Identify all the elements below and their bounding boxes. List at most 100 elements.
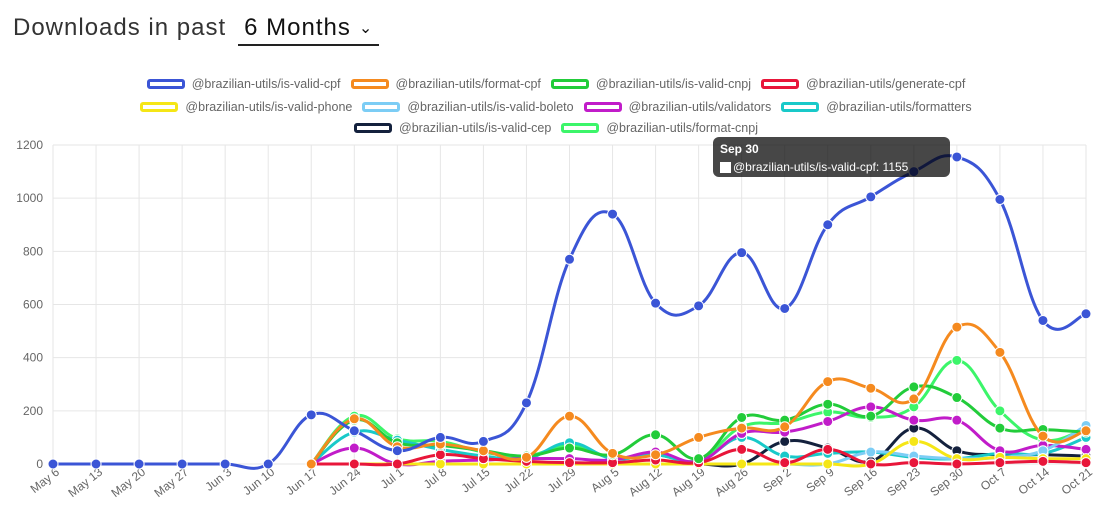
data-point-is-valid-cpf[interactable] (434, 431, 446, 443)
data-point-is-valid-cnpj[interactable] (822, 398, 834, 410)
legend-item[interactable]: @brazilian-utils/validators (583, 100, 771, 114)
data-point-format-cpf[interactable] (908, 393, 920, 405)
legend-label: @brazilian-utils/is-valid-phone (185, 100, 353, 114)
data-point-format-cpf[interactable] (1080, 425, 1092, 437)
data-point-is-valid-cnpj[interactable] (650, 429, 662, 441)
legend-label: @brazilian-utils/is-valid-cnpj (595, 77, 752, 91)
data-point-generate-cpf[interactable] (1080, 457, 1092, 469)
data-point-is-valid-cpf[interactable] (391, 445, 403, 457)
data-point-format-cpf[interactable] (1037, 430, 1049, 442)
data-point-is-valid-cpf[interactable] (176, 458, 188, 470)
period-dropdown[interactable]: 6 Months ⌄ (238, 14, 380, 46)
data-point-format-cpf[interactable] (822, 376, 834, 388)
data-point-format-cpf[interactable] (951, 321, 963, 333)
data-point-is-valid-cpf[interactable] (90, 458, 102, 470)
x-tick-label: Sep 2 (760, 465, 794, 496)
data-point-format-cpf[interactable] (736, 422, 748, 434)
legend-item[interactable]: @brazilian-utils/is-valid-cpf (146, 77, 341, 91)
legend-item[interactable]: @brazilian-utils/is-valid-boleto (362, 100, 574, 114)
data-point-is-valid-cpf[interactable] (262, 458, 274, 470)
legend-item[interactable]: @brazilian-utils/format-cnpj (561, 121, 758, 135)
data-point-format-cpf[interactable] (779, 421, 791, 433)
data-point-is-valid-cnpj[interactable] (865, 410, 877, 422)
data-point-is-valid-cpf[interactable] (607, 208, 619, 220)
data-point-is-valid-cpf[interactable] (1037, 314, 1049, 326)
data-point-is-valid-cep[interactable] (779, 435, 791, 447)
data-point-generate-cpf[interactable] (736, 443, 748, 455)
legend-row: @brazilian-utils/is-valid-cpf @brazilian-… (0, 77, 1112, 91)
data-point-is-valid-cnpj[interactable] (908, 381, 920, 393)
data-point-is-valid-cnpj[interactable] (951, 392, 963, 404)
data-point-validators[interactable] (1080, 443, 1092, 455)
data-point-is-valid-cpf[interactable] (305, 409, 317, 421)
data-point-generate-cpf[interactable] (1037, 455, 1049, 467)
data-point-validators[interactable] (865, 401, 877, 413)
data-point-format-cpf[interactable] (607, 447, 619, 459)
data-point-is-valid-cpf[interactable] (520, 397, 532, 409)
data-point-is-valid-cnpj[interactable] (994, 422, 1006, 434)
data-point-format-cpf[interactable] (865, 382, 877, 394)
x-tick-label: May 13 (65, 465, 105, 500)
legend-item[interactable]: @brazilian-utils/is-valid-cnpj (550, 77, 752, 91)
x-tick-label: Sep 23 (884, 465, 923, 500)
data-point-generate-cpf[interactable] (779, 457, 791, 469)
data-point-is-valid-cpf[interactable] (650, 297, 662, 309)
data-point-format-cpf[interactable] (564, 410, 575, 422)
data-point-is-valid-cnpj[interactable] (693, 453, 705, 465)
data-point-generate-cpf[interactable] (994, 457, 1006, 469)
page-title: Downloads in past (13, 14, 227, 41)
legend-swatch (781, 102, 820, 112)
data-point-is-valid-cpf[interactable] (564, 253, 575, 265)
data-point-is-valid-cpf[interactable] (47, 458, 59, 470)
x-tick-label: Jul 8 (421, 465, 450, 492)
data-point-is-valid-cpf[interactable] (736, 247, 748, 259)
data-point-format-cpf[interactable] (305, 458, 317, 470)
data-point-validators[interactable] (348, 442, 360, 454)
data-point-generate-cpf[interactable] (391, 458, 403, 470)
legend-item[interactable]: @brazilian-utils/formatters (781, 100, 972, 114)
legend-item[interactable]: @brazilian-utils/is-valid-cep (354, 121, 551, 135)
data-point-format-cnpj[interactable] (994, 405, 1006, 417)
x-tick-label: Jul 1 (378, 465, 407, 492)
data-point-is-valid-cnpj[interactable] (736, 411, 748, 423)
legend-item[interactable]: @brazilian-utils/generate-cpf (761, 77, 965, 91)
data-point-is-valid-cpf[interactable] (865, 191, 877, 203)
data-point-format-cnpj[interactable] (951, 354, 963, 366)
data-point-is-valid-phone[interactable] (434, 458, 446, 470)
data-point-format-cpf[interactable] (477, 445, 489, 457)
data-point-is-valid-cpf[interactable] (779, 302, 791, 314)
x-tick-label: May 27 (152, 465, 192, 500)
data-point-validators[interactable] (908, 414, 920, 426)
data-point-validators[interactable] (822, 415, 834, 427)
data-point-is-valid-cpf[interactable] (822, 219, 834, 231)
data-point-generate-cpf[interactable] (434, 449, 446, 461)
legend-item[interactable]: @brazilian-utils/is-valid-phone (140, 100, 352, 114)
data-point-is-valid-cpf[interactable] (1080, 308, 1092, 320)
data-point-is-valid-cpf[interactable] (348, 425, 360, 437)
legend-item[interactable]: @brazilian-utils/format-cpf (350, 77, 541, 91)
data-point-is-valid-cpf[interactable] (693, 300, 705, 312)
data-point-is-valid-phone[interactable] (736, 458, 748, 470)
data-point-is-valid-cpf[interactable] (994, 193, 1006, 205)
data-point-is-valid-cpf[interactable] (951, 151, 963, 163)
data-point-format-cpf[interactable] (348, 413, 360, 425)
data-point-generate-cpf[interactable] (564, 457, 575, 469)
data-point-generate-cpf[interactable] (908, 457, 920, 469)
data-point-format-cpf[interactable] (520, 451, 532, 463)
data-point-generate-cpf[interactable] (348, 458, 360, 470)
data-point-format-cpf[interactable] (693, 431, 705, 443)
data-point-validators[interactable] (951, 414, 963, 426)
data-point-is-valid-cpf[interactable] (133, 458, 145, 470)
data-point-is-valid-cpf[interactable] (219, 458, 231, 470)
data-point-generate-cpf[interactable] (822, 443, 834, 455)
data-point-is-valid-cpf[interactable] (477, 435, 489, 447)
data-point-is-valid-cnpj[interactable] (564, 442, 575, 454)
data-point-is-valid-phone[interactable] (908, 435, 920, 447)
data-point-is-valid-phone[interactable] (822, 458, 834, 470)
data-point-format-cpf[interactable] (650, 449, 662, 461)
data-point-generate-cpf[interactable] (865, 458, 877, 470)
data-point-format-cpf[interactable] (994, 346, 1006, 358)
data-point-is-valid-boleto[interactable] (865, 446, 877, 458)
data-point-generate-cpf[interactable] (951, 458, 963, 470)
